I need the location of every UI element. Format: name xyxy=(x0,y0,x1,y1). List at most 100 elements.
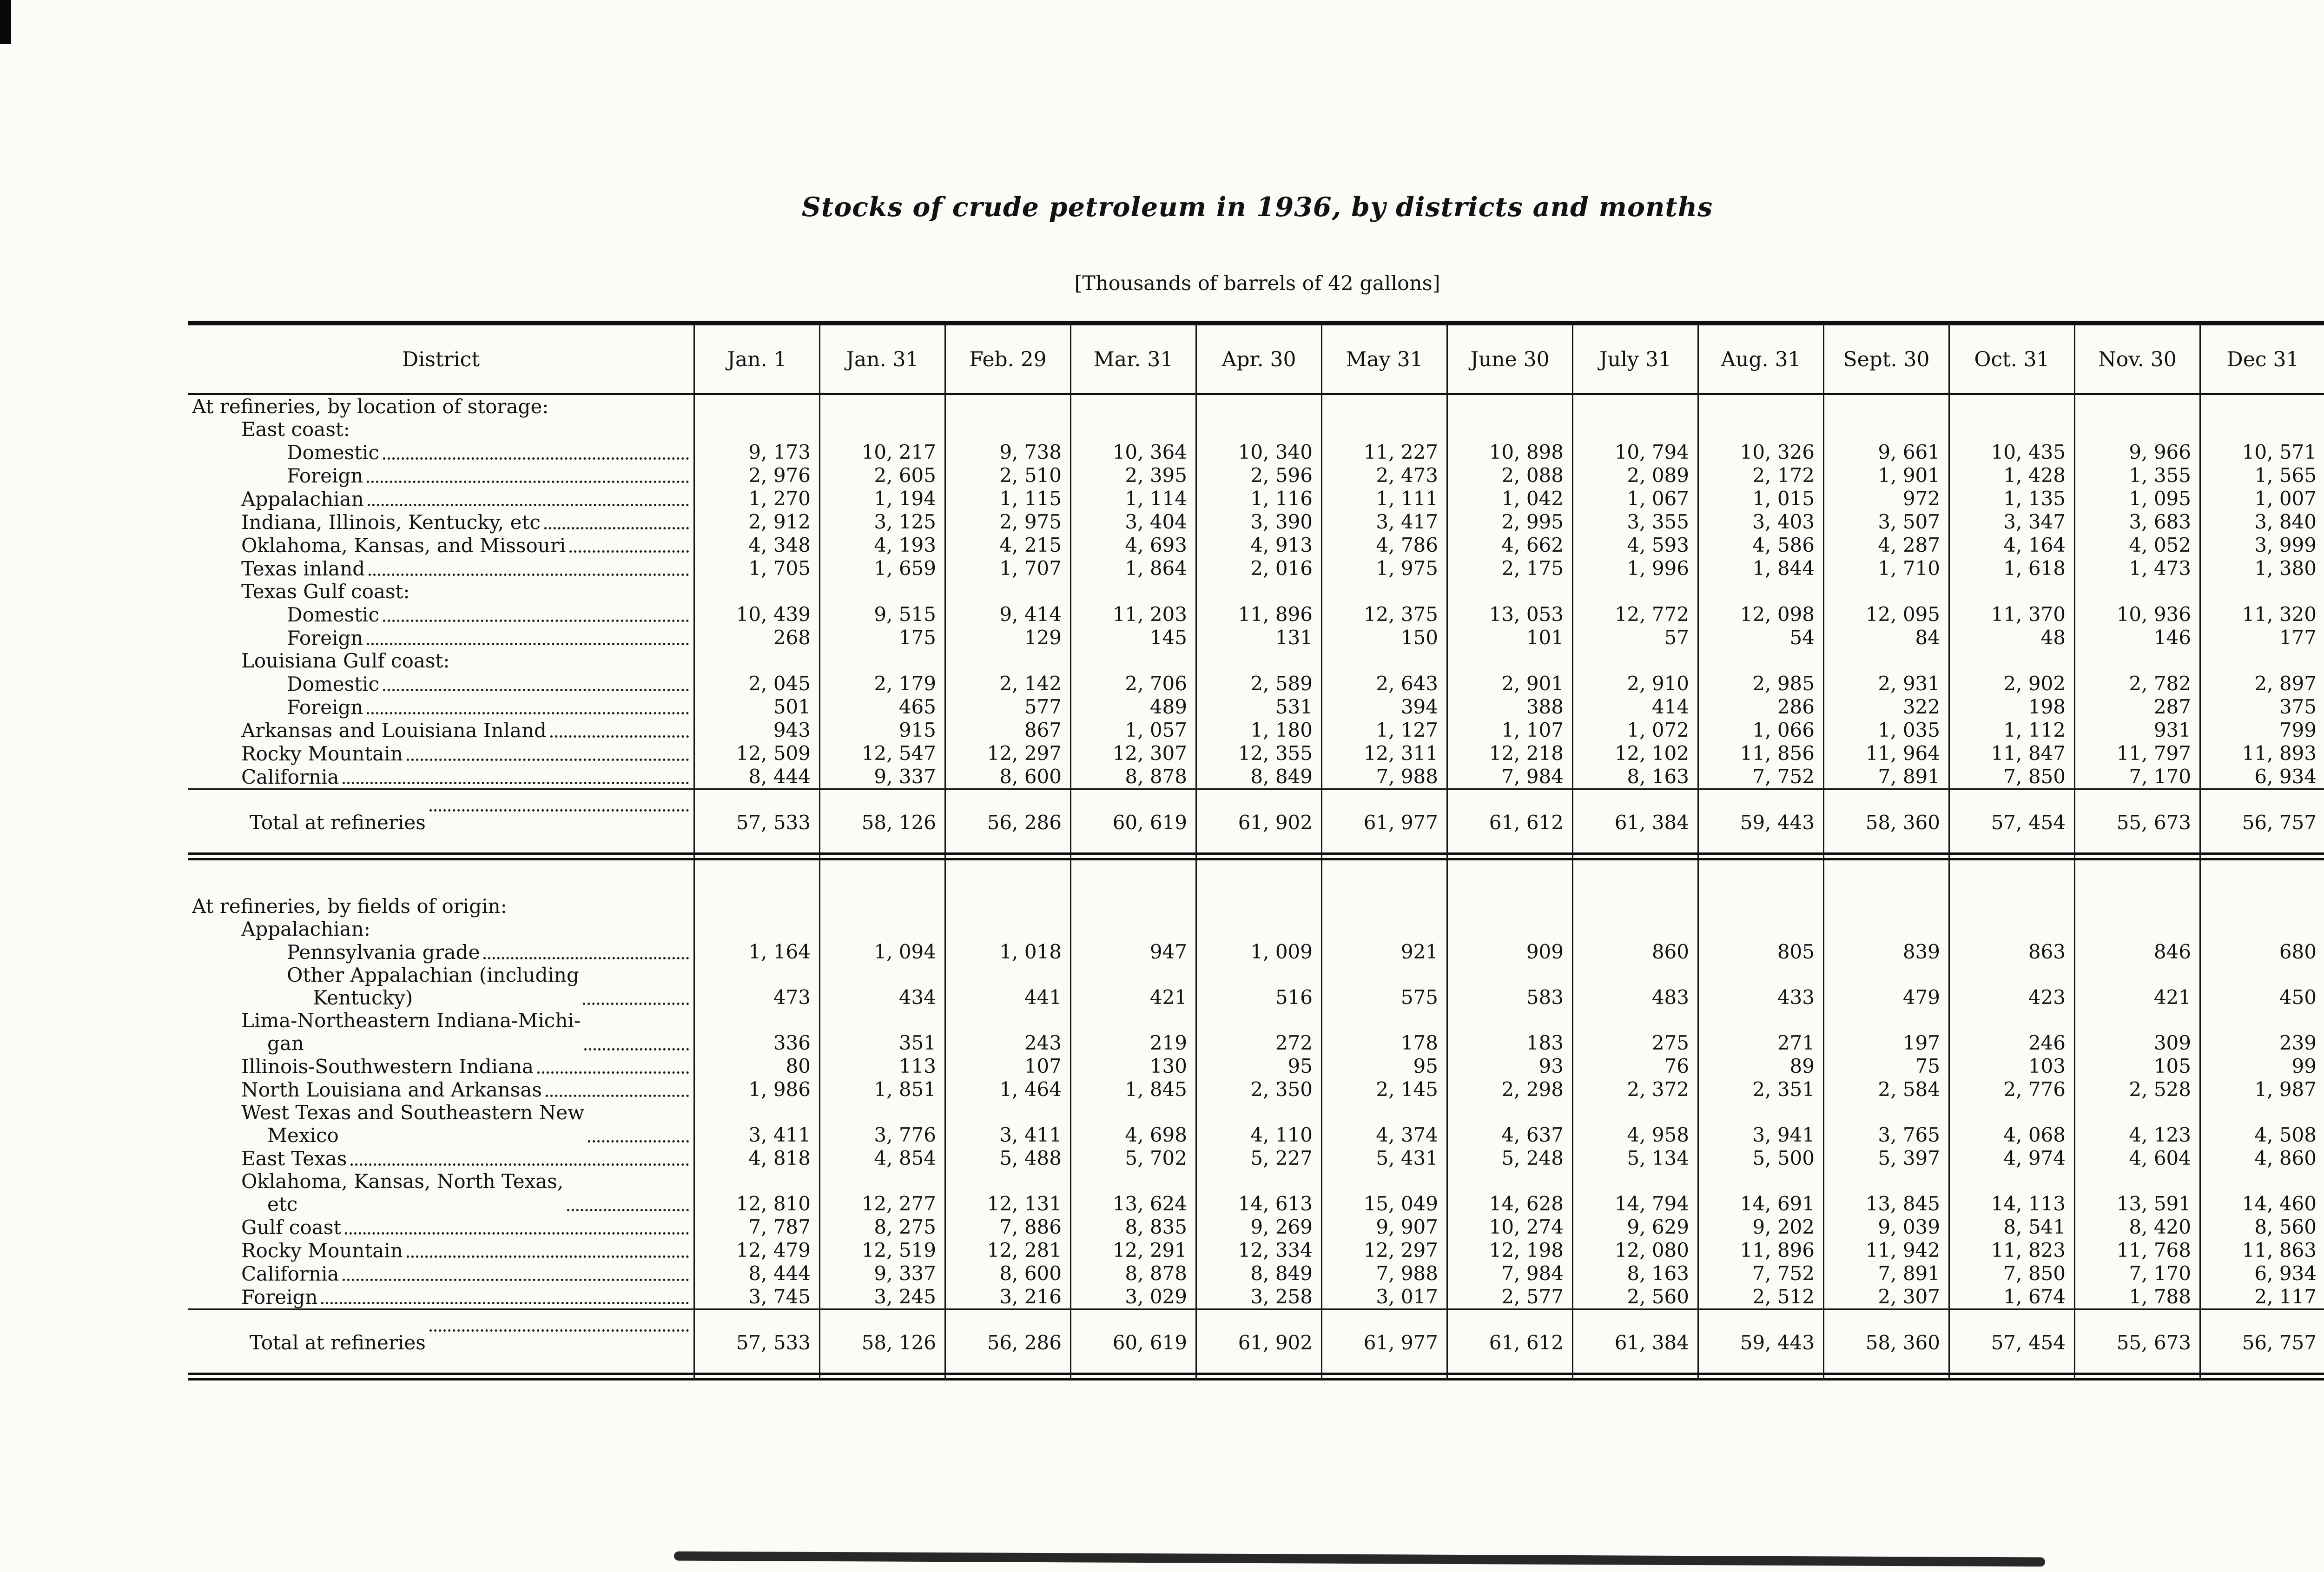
cell-value: 531 xyxy=(1197,695,1322,719)
cell-value: 414 xyxy=(1573,695,1699,719)
cell-value: 1, 094 xyxy=(820,940,946,964)
cell-value: 1, 707 xyxy=(946,557,1071,580)
dot-leader xyxy=(545,1095,689,1097)
row-label: Foreign xyxy=(241,1286,318,1308)
cell-value: 483 xyxy=(1573,964,1699,1009)
cell-value: 2, 350 xyxy=(1197,1078,1322,1101)
cell-value xyxy=(1824,649,1950,672)
cell-value: 58, 126 xyxy=(820,1308,946,1373)
cell-value: 11, 856 xyxy=(1699,742,1824,765)
dot-leader xyxy=(429,809,689,812)
cell-value: 10, 936 xyxy=(2075,603,2201,626)
cell-value: 441 xyxy=(946,964,1071,1009)
cell-value xyxy=(946,418,1071,441)
cell-value: 10, 571 xyxy=(2201,441,2324,464)
row-label-cell: California xyxy=(188,1262,695,1285)
cell-value: 4, 110 xyxy=(1197,1101,1322,1147)
cell-value: 4, 854 xyxy=(820,1147,946,1170)
table-row: Domestic 10, 439 9, 515 9, 414 11, 203 11, 89… xyxy=(188,603,2324,626)
cell-value xyxy=(2201,418,2324,441)
cell-value xyxy=(1322,918,1448,940)
table-row: Gulf coast 7, 787 8, 275 7, 886 8, 835 9, 269… xyxy=(188,1215,2324,1239)
cell-value: 57, 454 xyxy=(1950,788,2075,852)
cell-value: 11, 964 xyxy=(1824,742,1950,765)
cell-value xyxy=(1197,895,1322,918)
cell-value xyxy=(1322,895,1448,918)
cell-value: 55, 673 xyxy=(2075,788,2201,852)
double-rule-segment xyxy=(946,852,1071,860)
row-label: East coast: xyxy=(241,418,350,441)
row-label-cell: Other Appalachian (including Kentucky) xyxy=(188,964,695,1009)
cell-value: 1, 618 xyxy=(1950,557,2075,580)
cell-value: 2, 643 xyxy=(1322,672,1448,695)
cell-value: 275 xyxy=(1573,1009,1699,1055)
cell-value: 1, 107 xyxy=(1448,719,1573,742)
column-header: Mar. 31 xyxy=(1071,321,1197,395)
row-label: Oklahoma, Kansas, and Missouri xyxy=(241,534,566,557)
cell-value: 12, 307 xyxy=(1071,742,1197,765)
row-label: Appalachian: xyxy=(241,918,370,940)
cell-value: 1, 057 xyxy=(1071,719,1197,742)
cell-value: 421 xyxy=(2075,964,2201,1009)
row-label-cell: West Texas and Southeastern New Mexico xyxy=(188,1101,695,1147)
cell-value: 1, 135 xyxy=(1950,487,2075,510)
cell-value xyxy=(1950,649,2075,672)
table-row: Foreign 268 175 129 145 131 150 101 57 54 84 48 146 1… xyxy=(188,626,2324,649)
cell-value xyxy=(2201,918,2324,940)
cell-value: 4, 604 xyxy=(2075,1147,2201,1170)
row-label-cell: At refineries, by fields of origin: xyxy=(188,895,695,918)
cell-value: 583 xyxy=(1448,964,1573,1009)
cell-value: 11, 203 xyxy=(1071,603,1197,626)
cell-value xyxy=(946,918,1071,940)
cell-value xyxy=(1322,580,1448,603)
cell-value: 2, 931 xyxy=(1824,672,1950,695)
cell-value xyxy=(1573,395,1699,418)
cell-value: 8, 444 xyxy=(695,1262,820,1285)
cell-value xyxy=(1448,918,1573,940)
cell-value: 2, 145 xyxy=(1322,1078,1448,1101)
table-header-row: District Jan. 1 Jan. 31 Feb. 29 Mar. 31 Apr. … xyxy=(188,321,2324,395)
cell-value: 58, 360 xyxy=(1824,1308,1950,1373)
cell-value: 11, 896 xyxy=(1699,1239,1824,1262)
table-row: Appalachian 1, 270 1, 194 1, 115 1, 114 1, 11… xyxy=(188,487,2324,510)
row-label: At refineries, by fields of origin: xyxy=(192,895,507,918)
cell-value: 113 xyxy=(820,1055,946,1078)
cell-value: 6, 934 xyxy=(2201,1262,2324,1285)
cell-value: 9, 173 xyxy=(695,441,820,464)
cell-value xyxy=(695,918,820,940)
cell-value: 9, 907 xyxy=(1322,1215,1448,1239)
cell-value: 11, 893 xyxy=(2201,742,2324,765)
row-label: At refineries, by location of storage: xyxy=(192,395,549,418)
row-label-cell: Arkansas and Louisiana Inland xyxy=(188,719,695,742)
cell-value: 271 xyxy=(1699,1009,1824,1055)
cell-value: 2, 976 xyxy=(695,464,820,487)
cell-value: 5, 500 xyxy=(1699,1147,1824,1170)
table-row: Illinois-Southwestern Indiana 80 113 107 130… xyxy=(188,1055,2324,1078)
cell-value: 11, 823 xyxy=(1950,1239,2075,1262)
row-label: Other Appalachian (including Kentucky) xyxy=(287,964,579,1009)
cell-value: 7, 891 xyxy=(1824,765,1950,788)
table-row: East Texas 4, 818 4, 854 5, 488 5, 702 5, 227… xyxy=(188,1147,2324,1170)
row-label: Oklahoma, Kansas, North Texas, etc xyxy=(241,1170,564,1215)
double-rule-segment xyxy=(188,1373,695,1380)
cell-value xyxy=(1448,418,1573,441)
cell-value: 7, 850 xyxy=(1950,1262,2075,1285)
cell-value: 175 xyxy=(820,626,946,649)
dot-leader xyxy=(343,782,689,784)
row-label-cell: At refineries, by location of storage: xyxy=(188,395,695,418)
data-table: District Jan. 1 Jan. 31 Feb. 29 Mar. 31 Apr. … xyxy=(188,321,2324,1380)
cell-value: 2, 776 xyxy=(1950,1078,2075,1101)
cell-value: 421 xyxy=(1071,964,1197,1009)
double-rule-segment xyxy=(2075,1373,2201,1380)
cell-value xyxy=(1824,580,1950,603)
cell-value xyxy=(1824,918,1950,940)
cell-value: 197 xyxy=(1824,1009,1950,1055)
cell-value: 4, 287 xyxy=(1824,534,1950,557)
table-row: West Texas and Southeastern New Mexico 3,… xyxy=(188,1101,2324,1147)
cell-value: 61, 902 xyxy=(1197,788,1322,852)
cell-value: 9, 039 xyxy=(1824,1215,1950,1239)
cell-value: 7, 984 xyxy=(1448,1262,1573,1285)
column-header: July 31 xyxy=(1573,321,1699,395)
section-header-row: East coast: xyxy=(188,418,2324,441)
cell-value: 1, 473 xyxy=(2075,557,2201,580)
